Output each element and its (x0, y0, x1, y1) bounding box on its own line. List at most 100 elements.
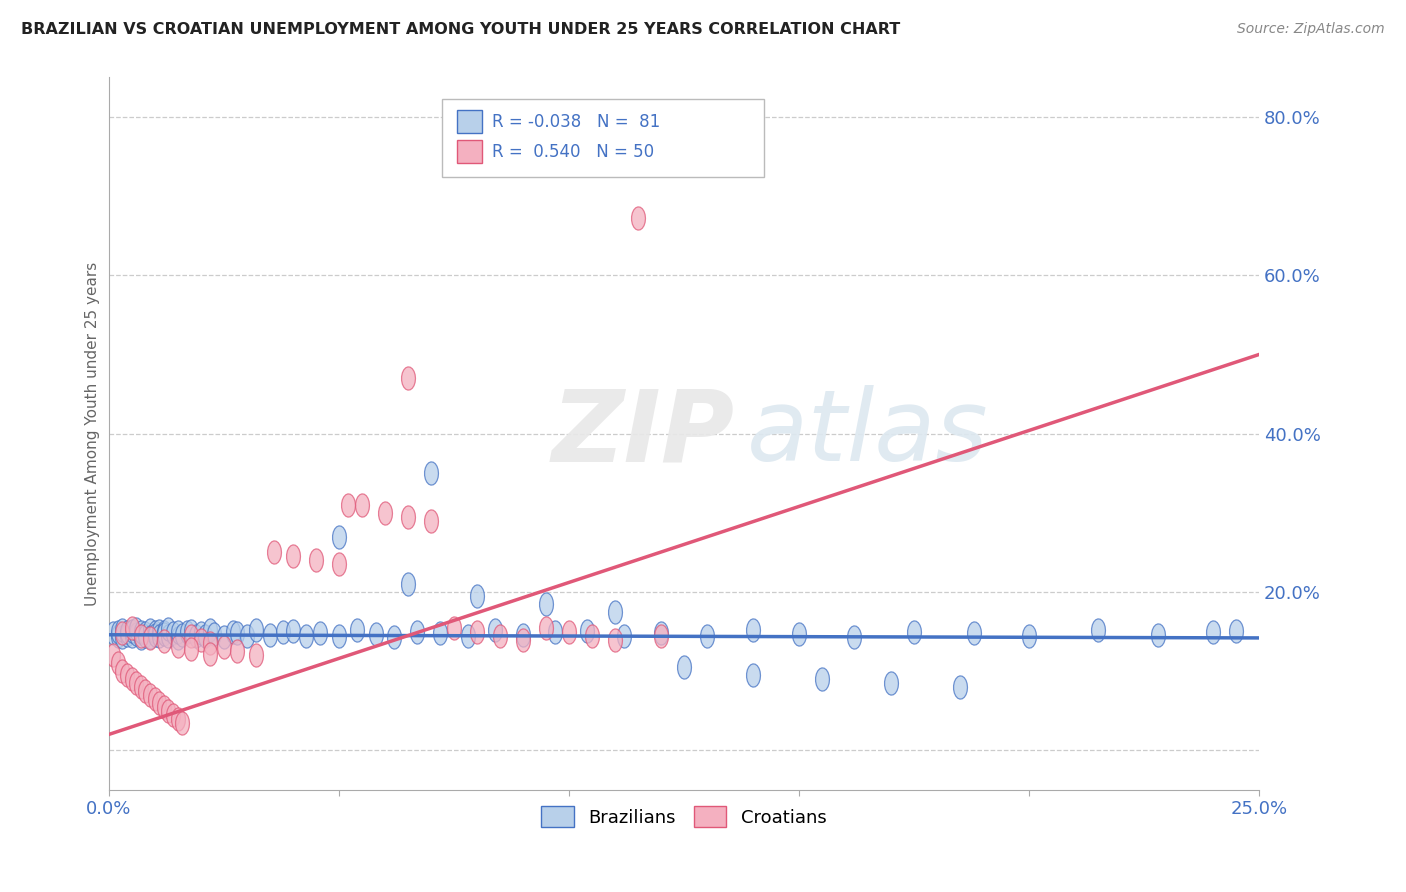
Point (949, 680, 972, 694)
Point (672, 660, 695, 674)
Point (139, 623, 162, 637)
Point (259, 628, 281, 642)
Point (129, 624, 152, 639)
Legend: Brazilians, Croatians: Brazilians, Croatians (534, 799, 834, 834)
Text: Source: ZipAtlas.com: Source: ZipAtlas.com (1237, 22, 1385, 37)
Point (603, 605, 626, 619)
Point (139, 688, 162, 702)
Point (226, 644, 249, 658)
Point (558, 624, 581, 639)
Point (512, 632, 534, 647)
Point (143, 625, 166, 640)
Point (115, 625, 138, 640)
Point (153, 624, 176, 639)
Point (429, 626, 451, 640)
Point (443, 621, 465, 635)
Point (157, 704, 180, 718)
Point (111, 623, 134, 637)
Point (350, 498, 373, 512)
Point (309, 626, 332, 640)
Point (613, 629, 636, 643)
Point (180, 628, 202, 642)
Point (811, 672, 834, 686)
Point (346, 623, 368, 637)
Point (281, 549, 304, 564)
Point (134, 626, 156, 640)
Point (180, 642, 202, 657)
Point (650, 628, 672, 642)
Point (880, 676, 903, 690)
Point (121, 624, 143, 638)
Point (382, 630, 405, 644)
Point (222, 624, 245, 639)
Text: atlas: atlas (747, 385, 988, 483)
Point (488, 628, 510, 642)
Point (184, 629, 207, 643)
Point (172, 715, 194, 730)
Point (198, 636, 221, 650)
Point (1087, 623, 1109, 637)
Y-axis label: Unemployment Among Youth under 25 years: Unemployment Among Youth under 25 years (86, 261, 100, 606)
Point (581, 628, 603, 642)
Point (245, 648, 267, 663)
Point (1146, 628, 1168, 642)
Point (129, 628, 152, 642)
Point (419, 514, 441, 528)
Point (115, 668, 138, 682)
Point (741, 623, 763, 637)
Point (143, 628, 166, 642)
Point (134, 628, 156, 642)
Point (115, 628, 138, 642)
Point (148, 629, 170, 643)
Point (107, 624, 129, 639)
Point (336, 498, 359, 512)
Point (406, 624, 429, 639)
FancyBboxPatch shape (457, 111, 482, 133)
Point (111, 664, 134, 678)
Point (125, 622, 148, 636)
Point (364, 627, 387, 641)
Point (627, 211, 650, 226)
Point (787, 627, 810, 641)
Point (129, 680, 152, 694)
Point (121, 672, 143, 686)
Point (148, 624, 170, 638)
Point (103, 626, 125, 640)
Point (166, 712, 188, 726)
Point (696, 628, 718, 642)
Text: BRAZILIAN VS CROATIAN UNEMPLOYMENT AMONG YOUTH UNDER 25 YEARS CORRELATION CHART: BRAZILIAN VS CROATIAN UNEMPLOYMENT AMONG… (21, 22, 900, 37)
Point (176, 625, 198, 640)
Point (263, 545, 285, 559)
Point (396, 509, 419, 524)
Point (107, 628, 129, 642)
Point (963, 626, 986, 640)
Point (111, 626, 134, 640)
Point (212, 640, 235, 655)
Point (157, 622, 180, 636)
Point (134, 684, 156, 698)
Point (396, 371, 419, 385)
Point (139, 630, 162, 644)
Point (328, 558, 350, 572)
Point (650, 626, 672, 640)
Point (143, 691, 166, 706)
Point (148, 696, 170, 710)
Point (121, 629, 143, 643)
Point (603, 632, 626, 647)
Point (512, 628, 534, 642)
Point (129, 631, 152, 645)
Point (374, 506, 396, 520)
Point (484, 623, 506, 637)
Point (139, 631, 162, 645)
Point (281, 624, 304, 638)
FancyBboxPatch shape (457, 140, 482, 163)
Point (1018, 628, 1040, 642)
Point (419, 467, 441, 481)
Point (172, 628, 194, 642)
Point (111, 630, 134, 644)
Point (125, 627, 148, 641)
Point (741, 668, 763, 682)
Point (235, 628, 257, 642)
Point (295, 629, 318, 643)
Point (305, 553, 328, 567)
